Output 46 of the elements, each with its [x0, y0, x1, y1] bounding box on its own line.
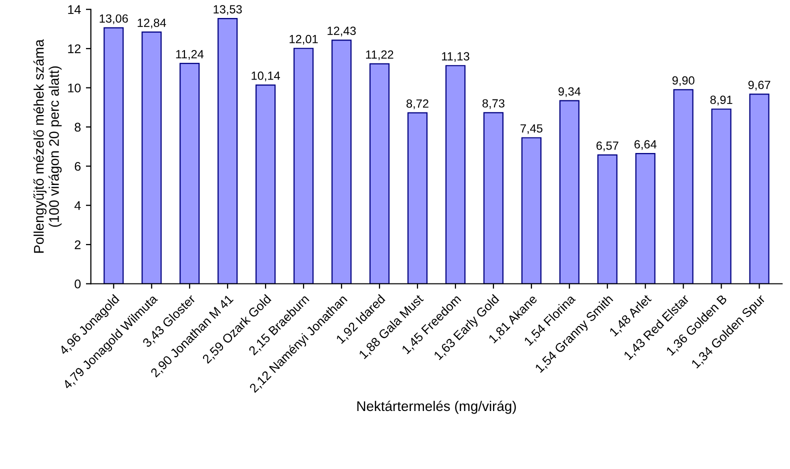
data-label: 11,13 — [442, 52, 470, 62]
bar — [559, 100, 580, 284]
data-label: 8,72 — [406, 99, 428, 110]
bar — [218, 18, 238, 284]
y-tick-label: 14 — [68, 5, 81, 14]
y-tick-label: 2 — [74, 240, 80, 250]
y-axis-title: Pollengyűjtő mézelő méhek száma (100 virágon 20 perc alatt) — [33, 39, 62, 253]
bar — [673, 89, 694, 284]
data-label: 9,67 — [748, 80, 770, 91]
data-label: 13,53 — [214, 5, 242, 15]
y-tick-label: 6 — [74, 162, 81, 171]
data-label: 6,64 — [634, 140, 657, 150]
bar — [635, 153, 656, 284]
data-label: 12,01 — [290, 34, 318, 45]
y-tick-label: 12 — [68, 44, 80, 54]
bar — [407, 112, 428, 284]
y-tick-label: 0 — [74, 280, 81, 288]
bar — [597, 154, 618, 284]
bar — [142, 32, 162, 284]
y-tick-label: 10 — [68, 84, 81, 92]
bar — [445, 65, 466, 284]
data-label: 9,90 — [672, 76, 694, 86]
bar — [180, 62, 200, 284]
data-label: 6,57 — [596, 142, 618, 152]
y-tick-label: 8 — [74, 122, 81, 132]
data-label: 11,24 — [176, 50, 204, 60]
data-label: 9,34 — [558, 87, 581, 97]
bar — [711, 108, 732, 284]
data-label: 7,45 — [520, 124, 542, 134]
bar — [749, 94, 770, 284]
data-label: 8,91 — [710, 96, 732, 106]
bar — [331, 40, 352, 284]
data-label: 10,14 — [252, 72, 280, 82]
bar — [521, 137, 542, 284]
data-label: 8,73 — [482, 99, 504, 109]
bar — [369, 63, 390, 284]
bar — [104, 27, 124, 284]
data-label: 13,06 — [100, 14, 128, 24]
bar — [483, 112, 504, 284]
data-label: 12,43 — [328, 26, 356, 36]
bar — [293, 48, 314, 284]
data-label: 12,84 — [138, 18, 166, 28]
y-tick-label: 4 — [74, 201, 81, 210]
x-axis-title: Nektártermelés (mg/virág) — [357, 400, 516, 414]
bar — [256, 84, 276, 284]
data-label: 11,22 — [366, 50, 394, 60]
